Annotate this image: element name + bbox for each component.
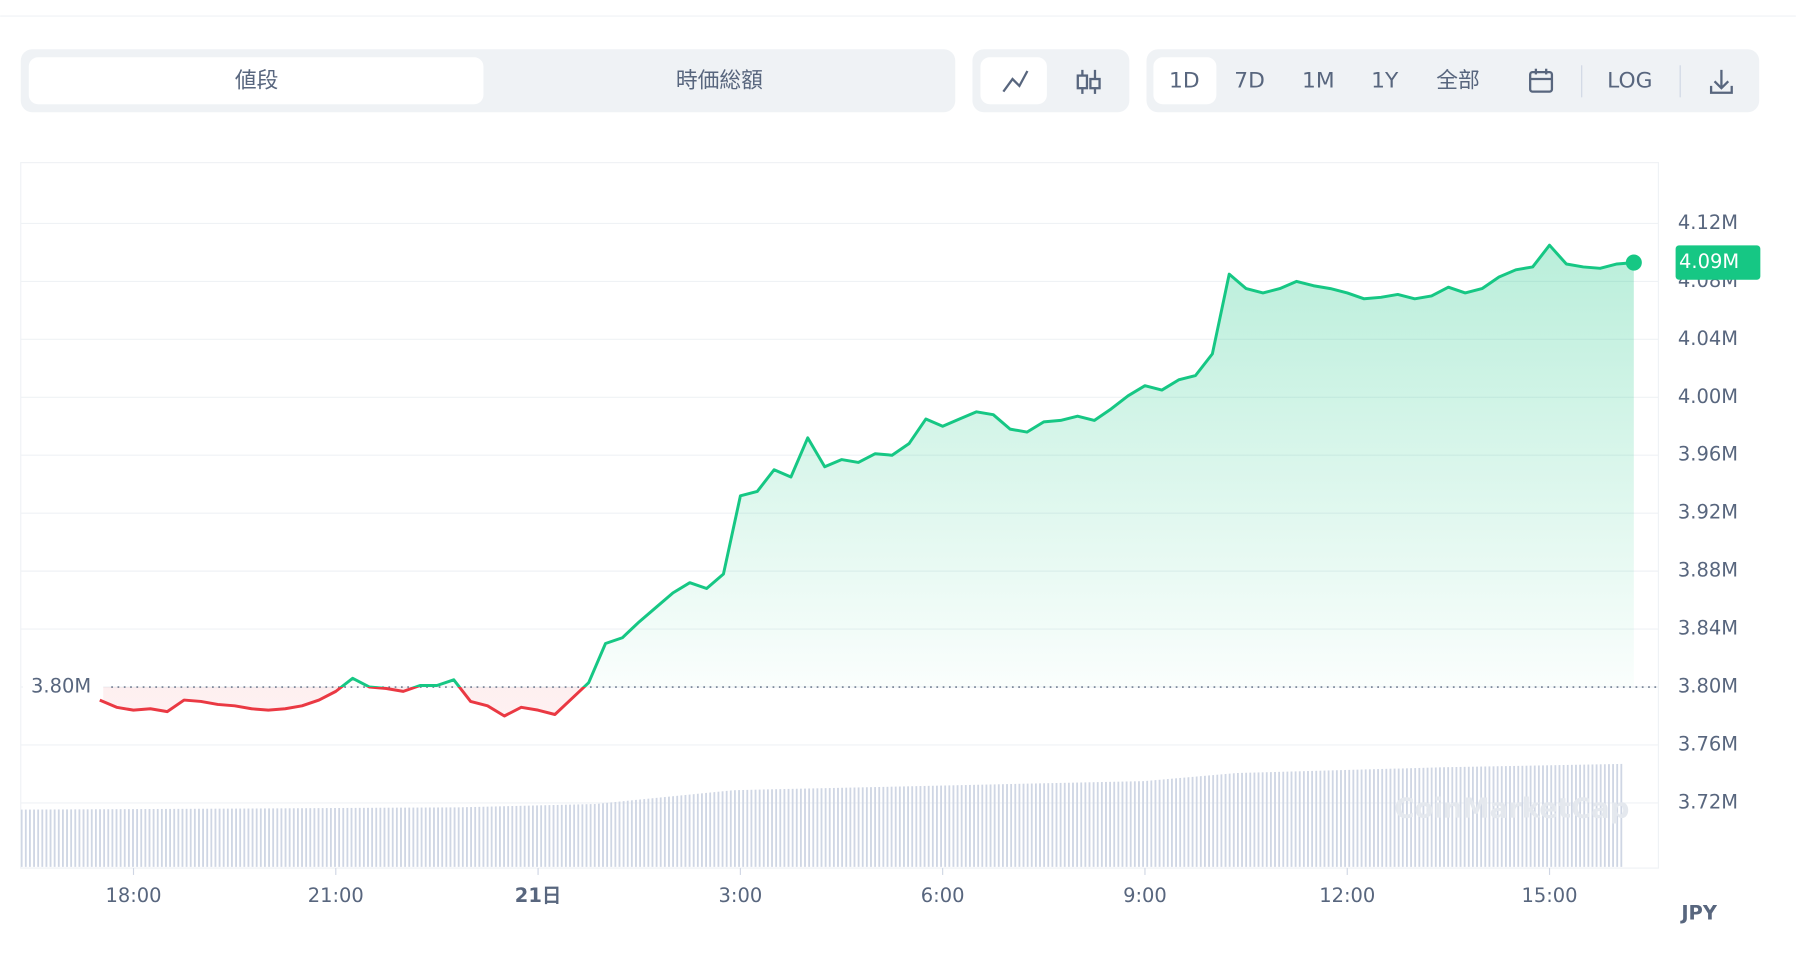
download-icon[interactable] [1709, 69, 1733, 94]
tab[interactable]: 時価総額 [676, 68, 763, 93]
tab-active[interactable] [28, 57, 484, 105]
x-tick-label: 3:00 [719, 884, 763, 907]
x-tick-label: 21:00 [308, 884, 364, 907]
x-tick-label: 21日 [515, 884, 562, 907]
y-tick-label: 3.96M [1678, 443, 1738, 466]
last-point [1625, 254, 1642, 271]
y-tick-label: 4.12M [1678, 211, 1738, 234]
watermark: CoinMarketCap [1394, 793, 1629, 825]
range-button[interactable]: 7D [1234, 68, 1265, 93]
volume-bars [20, 763, 1625, 867]
price-badge-label: 4.09M [1679, 250, 1739, 273]
range-button[interactable]: 1Y [1371, 68, 1399, 93]
range-group [1146, 49, 1760, 113]
y-tick-label: 3.92M [1678, 501, 1738, 524]
x-tick-label: 12:00 [1319, 884, 1375, 907]
range-active[interactable] [1153, 57, 1217, 105]
y-tick-label: 4.04M [1678, 327, 1738, 350]
tab[interactable]: 値段 [235, 68, 279, 93]
calendar-icon[interactable] [1529, 68, 1554, 93]
price-line [99, 243, 1634, 718]
x-tick-label: 15:00 [1522, 884, 1578, 907]
candle-icon[interactable] [1076, 69, 1101, 94]
plot-frame [20, 162, 1659, 869]
y-tick-label: 3.88M [1678, 559, 1738, 582]
x-tick-label: 9:00 [1123, 884, 1167, 907]
reference-label: 3.80M [31, 675, 91, 698]
y-tick-label: 3.80M [1678, 675, 1738, 698]
y-tick-label: 3.72M [1678, 790, 1738, 813]
y-tick-label: 3.76M [1678, 732, 1738, 755]
line-icon [1002, 70, 1029, 93]
x-tick-label: 18:00 [105, 884, 161, 907]
range-button[interactable]: 全部 [1436, 68, 1480, 93]
price-badge [1675, 245, 1761, 280]
y-tick-label: 3.84M [1678, 617, 1738, 640]
area [99, 245, 1634, 716]
range-button[interactable]: 1D [1169, 68, 1200, 93]
x-tick-label: 6:00 [921, 884, 965, 907]
log-button[interactable]: LOG [1607, 68, 1652, 93]
y-tick-label: 4.00M [1678, 385, 1738, 408]
currency-label: JPY [1679, 901, 1717, 924]
reference-label-bg [23, 673, 104, 701]
range-button[interactable]: 1M [1302, 68, 1335, 93]
